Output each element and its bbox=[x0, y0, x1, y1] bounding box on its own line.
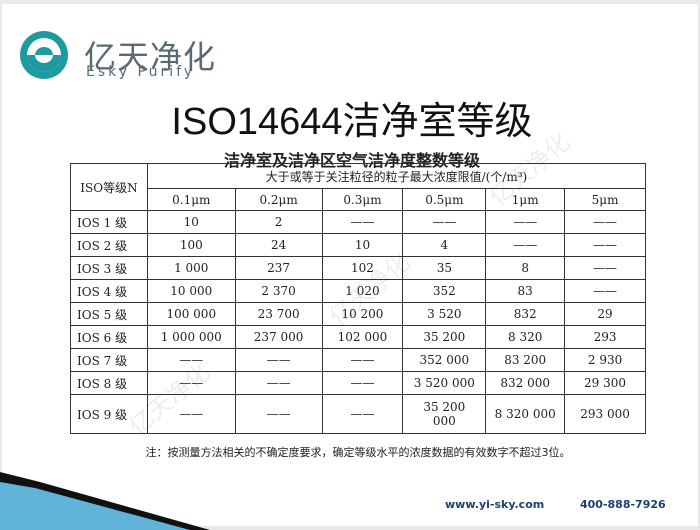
value-cell: —— bbox=[485, 210, 566, 234]
value-cell: —— bbox=[321, 371, 404, 395]
value-cell: 3 520 bbox=[402, 302, 487, 326]
value-cell: 293 bbox=[564, 325, 646, 349]
value-cell: —— bbox=[564, 233, 646, 257]
value-cell: —— bbox=[321, 348, 404, 372]
grade-cell: IOS 3 级 bbox=[70, 256, 148, 280]
value-cell: 352 bbox=[402, 279, 487, 303]
grade-header: ISO等级N bbox=[70, 163, 148, 211]
size-header: 0.1μm bbox=[146, 188, 236, 211]
value-cell: 100 000 bbox=[146, 302, 236, 326]
table-row: IOS 2 级 100 24 10 4 —— —— bbox=[70, 233, 646, 257]
value-cell: 8 320 bbox=[485, 325, 566, 349]
value-cell: 8 320 000 bbox=[485, 394, 566, 434]
grade-cell: IOS 9 级 bbox=[70, 394, 148, 434]
value-cell: —— bbox=[234, 394, 323, 434]
grade-cell: IOS 1 级 bbox=[70, 210, 148, 234]
value-cell: 35 bbox=[402, 256, 487, 280]
value-cell: —— bbox=[234, 371, 323, 395]
value-cell: —— bbox=[146, 371, 236, 395]
size-header: 0.3μm bbox=[321, 188, 404, 211]
grade-cell: IOS 6 级 bbox=[70, 325, 148, 349]
value-cell: 83 bbox=[485, 279, 566, 303]
value-cell: 10 bbox=[146, 210, 236, 234]
value-cell: 4 bbox=[402, 233, 487, 257]
brand-name-en: Esky Purify bbox=[86, 64, 196, 80]
page-title: ISO14644洁净室等级 bbox=[171, 101, 533, 143]
table-row: IOS 9 级 —— —— —— 35 200 000 8 320 000 293 000 bbox=[70, 394, 646, 434]
value-cell: 23 700 bbox=[234, 302, 323, 326]
value-cell: 29 300 bbox=[564, 371, 646, 395]
value-cell: 24 bbox=[234, 233, 323, 257]
value-cell: —— bbox=[564, 210, 646, 234]
value-cell: 1 000 000 bbox=[146, 325, 236, 349]
table-row: IOS 8 级 —— —— —— 3 520 000 832 000 29 300 bbox=[70, 371, 646, 395]
value-cell: —— bbox=[402, 210, 487, 234]
value-cell: 2 930 bbox=[564, 348, 646, 372]
value-cell: 83 200 bbox=[485, 348, 566, 372]
value-cell: —— bbox=[234, 348, 323, 372]
table-note: 注：按测量方法相关的不确定度要求，确定等级水平的浓度数据的有效数字不超过3位。 bbox=[145, 446, 571, 459]
table-row: IOS 1 级 10 2 —— —— —— —— bbox=[70, 210, 646, 234]
value-cell: 102 000 bbox=[321, 325, 404, 349]
table-row: IOS 5 级 100 000 23 700 10 200 3 520 832 29 bbox=[70, 302, 646, 326]
value-cell: 352 000 bbox=[402, 348, 487, 372]
value-cell: 1 020 bbox=[321, 279, 404, 303]
footer-url[interactable]: www.yi-sky.com bbox=[445, 498, 545, 511]
value-cell: 293 000 bbox=[564, 394, 646, 434]
grade-cell: IOS 8 级 bbox=[70, 371, 148, 395]
iso-class-table: ISO等级N 大于或等于关注粒径的粒子最大浓度限值/(个/m³) 0.1μm 0.… bbox=[70, 163, 647, 434]
table-row: IOS 7 级 —— —— —— 352 000 83 200 2 930 bbox=[70, 348, 646, 372]
value-cell: 1 000 bbox=[146, 256, 236, 280]
value-cell: 10 000 bbox=[146, 279, 236, 303]
decorative-swoosh bbox=[0, 472, 210, 530]
footer-phone: 400-888-7926 bbox=[580, 498, 666, 511]
value-cell: 2 bbox=[234, 210, 323, 234]
brand-name-cn: 亿天净化 bbox=[84, 38, 217, 76]
value-cell: 100 bbox=[146, 233, 236, 257]
size-header: 5μm bbox=[564, 188, 646, 211]
value-cell: 35 200 000 bbox=[402, 394, 487, 434]
size-header: 0.2μm bbox=[234, 188, 323, 211]
value-cell: 8 bbox=[485, 256, 566, 280]
value-cell: 3 520 000 bbox=[402, 371, 487, 395]
grade-cell: IOS 5 级 bbox=[70, 302, 148, 326]
value-cell: 237 000 bbox=[234, 325, 323, 349]
grade-cell: IOS 2 级 bbox=[70, 233, 148, 257]
esky-logo-icon bbox=[20, 31, 68, 79]
size-header: 0.5μm bbox=[402, 188, 487, 211]
value-cell: 2 370 bbox=[234, 279, 323, 303]
value-cell: 832 000 bbox=[485, 371, 566, 395]
value-cell: —— bbox=[485, 233, 566, 257]
value-cell: —— bbox=[146, 394, 236, 434]
value-cell: 237 bbox=[234, 256, 323, 280]
value-cell: —— bbox=[564, 279, 646, 303]
value-cell: —— bbox=[564, 256, 646, 280]
value-cell: 35 200 bbox=[402, 325, 487, 349]
grade-cell: IOS 7 级 bbox=[70, 348, 148, 372]
value-cell: —— bbox=[321, 210, 404, 234]
value-cell: 29 bbox=[564, 302, 646, 326]
value-cell: 832 bbox=[485, 302, 566, 326]
group-header: 大于或等于关注粒径的粒子最大浓度限值/(个/m³) bbox=[146, 163, 647, 189]
value-cell: —— bbox=[321, 394, 404, 434]
grade-cell: IOS 4 级 bbox=[70, 279, 148, 303]
